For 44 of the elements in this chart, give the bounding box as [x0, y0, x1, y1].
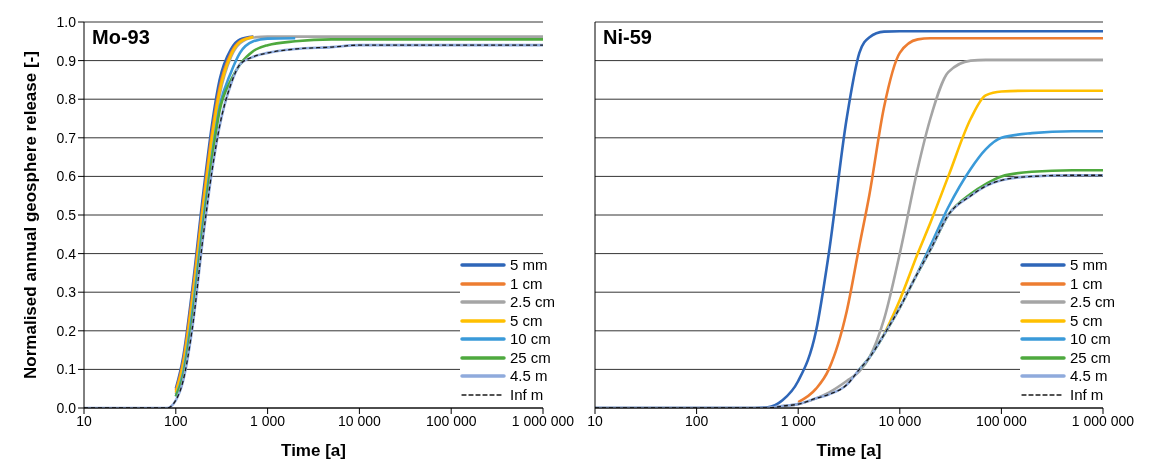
y-tick-label: 0.7	[56, 129, 77, 146]
y-tick-label: 0.0	[56, 399, 77, 416]
legend-label: 5 cm	[1069, 311, 1103, 330]
x-tick-label: 1 000 000	[1071, 412, 1135, 429]
x-tick-label: 10 000	[337, 412, 382, 429]
legend-label: 25 cm	[1069, 348, 1111, 367]
x-axis-title: Time [a]	[816, 441, 882, 460]
legend-label: 1 cm	[509, 274, 543, 293]
x-tick-label: 100	[164, 412, 188, 429]
x-tick-label: 1 000	[780, 412, 816, 429]
y-tick-label: 0.3	[56, 284, 77, 301]
x-tick-label: 100 000	[425, 412, 477, 429]
y-tick-label: 0.8	[56, 91, 77, 108]
y-tick-label: 0.2	[56, 322, 77, 339]
x-tick-label: 10 000	[878, 412, 922, 429]
legend-label: 10 cm	[1069, 330, 1111, 349]
legend-label: 25 cm	[509, 348, 551, 367]
y-tick-label: 0.9	[56, 52, 77, 69]
legend-label: 5 mm	[509, 256, 548, 275]
legend-label: 10 cm	[509, 330, 551, 349]
y-tick-label: 0.4	[56, 245, 77, 262]
x-tick-label: 100	[684, 412, 709, 429]
legend-label: 4.5 m	[509, 367, 548, 386]
x-tick-label: 10	[76, 412, 92, 429]
x-tick-label: 10	[587, 412, 603, 429]
legend-label: 2.5 cm	[509, 293, 555, 312]
legend-label: 4.5 m	[1069, 367, 1108, 386]
x-axis-title: Time [a]	[281, 441, 346, 460]
x-tick-label: 100 000	[976, 412, 1027, 429]
x-tick-label: 1 000	[250, 412, 286, 429]
legend-label: 1 cm	[1069, 274, 1103, 293]
legend-label: 2.5 cm	[1069, 293, 1115, 312]
chart-title: Mo-93	[92, 26, 150, 49]
legend-label: 5 mm	[1069, 256, 1108, 275]
legend-label: Inf m	[509, 385, 544, 404]
y-tick-label: 0.5	[56, 206, 77, 223]
y-tick-label: 0.1	[56, 361, 77, 378]
chart-title: Ni-59	[603, 26, 652, 49]
legend-label: Inf m	[1069, 385, 1104, 404]
y-tick-label: 1.0	[56, 13, 77, 30]
legend-label: 5 cm	[509, 311, 543, 330]
x-tick-label: 1 000 000	[511, 412, 575, 429]
y-axis-title: Normalised annual geosphere release [-]	[21, 51, 41, 379]
y-tick-label: 0.6	[56, 168, 77, 185]
